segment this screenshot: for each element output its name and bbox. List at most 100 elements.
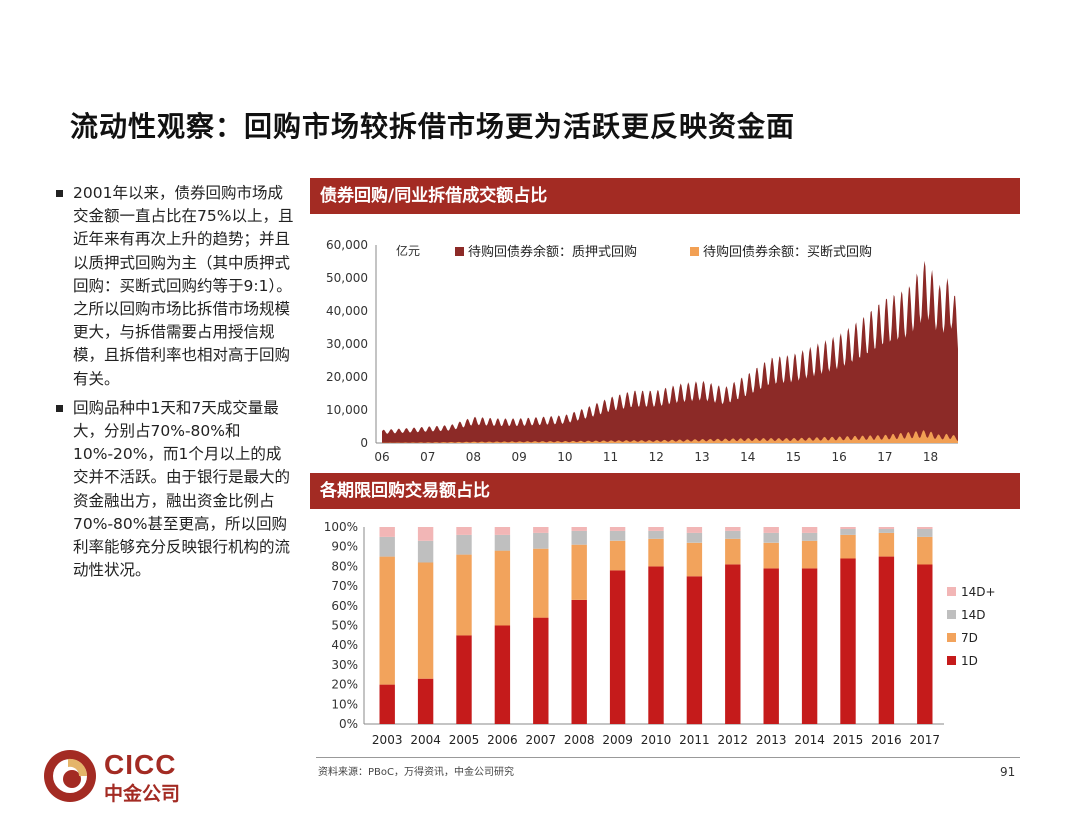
bar-segment-14d bbox=[456, 534, 472, 555]
bar-segment-1d bbox=[379, 684, 395, 724]
y-tick-label: 30,000 bbox=[326, 337, 368, 351]
bar-segment-14d bbox=[648, 530, 664, 539]
bar-segment-14d bbox=[533, 532, 549, 549]
bullet-item: 2001年以来，债券回购市场成交金额一直占比在75%以上，且近年来有再次上升的趋… bbox=[56, 182, 296, 391]
y-tick-label: 70% bbox=[331, 579, 358, 593]
x-tick-label: 2006 bbox=[487, 733, 518, 747]
x-tick-label: 16 bbox=[832, 450, 847, 464]
bullet-square-icon bbox=[56, 404, 63, 412]
bar-segment-7d bbox=[533, 548, 549, 618]
bar-segment-1d bbox=[609, 570, 626, 724]
bar-segment-7d bbox=[840, 534, 856, 559]
y-tick-label: 20% bbox=[331, 678, 358, 692]
bar-segment-14dplus bbox=[379, 527, 395, 537]
bar-segment-1d bbox=[840, 558, 856, 724]
x-tick-label: 10 bbox=[557, 450, 572, 464]
x-tick-label: 2004 bbox=[410, 733, 441, 747]
bar-segment-7d bbox=[379, 556, 395, 685]
bullet-list: 2001年以来，债券回购市场成交金额一直占比在75%以上，且近年来有再次上升的趋… bbox=[56, 182, 296, 588]
cicc-logo-icon bbox=[44, 750, 96, 802]
bar-segment-14dplus bbox=[763, 527, 779, 533]
bar-segment-1d bbox=[878, 556, 895, 724]
legend-label: 14D bbox=[961, 608, 986, 622]
x-tick-label: 06 bbox=[374, 450, 389, 464]
legend-label-outright: 待购回债券余额：买断式回购 bbox=[703, 244, 872, 260]
x-tick-label: 2009 bbox=[602, 733, 633, 747]
repo-balance-area-chart: 60,000 50,000 40,000 30,000 20,000 10,000 0 06 0… bbox=[326, 238, 958, 464]
bar-segment-1d bbox=[648, 566, 664, 724]
bar-segment-7d bbox=[494, 550, 511, 626]
bar-segment-14dplus bbox=[494, 527, 511, 535]
legend-swatch-14d bbox=[947, 610, 956, 619]
legend-swatch-14dplus bbox=[947, 587, 956, 596]
bar-segment-7d bbox=[686, 542, 703, 577]
y-tick-label: 60,000 bbox=[326, 238, 368, 252]
bar-segment-14d bbox=[417, 540, 434, 563]
bar-segment-1d bbox=[763, 568, 779, 724]
bar-segment-14dplus bbox=[840, 527, 856, 529]
x-tick-label: 12 bbox=[649, 450, 664, 464]
x-tick-label: 2007 bbox=[526, 733, 557, 747]
legend-swatch-7d bbox=[947, 633, 956, 642]
bar-segment-14d bbox=[494, 534, 511, 551]
bar-segment-14d bbox=[571, 530, 587, 545]
bar-segment-7d bbox=[878, 532, 895, 557]
y-tick-label: 50,000 bbox=[326, 271, 368, 285]
x-tick-label: 18 bbox=[923, 450, 938, 464]
x-tick-label: 15 bbox=[786, 450, 801, 464]
bullet-text: 2001年以来，债券回购市场成交金额一直占比在75%以上，且近年来有再次上升的趋… bbox=[73, 184, 294, 388]
bullet-item: 回购品种中1天和7天成交量最大，分别占70%-80%和10%-20%，而1个月以… bbox=[56, 397, 296, 583]
bar-segment-14d bbox=[725, 530, 741, 539]
x-tick-label: 11 bbox=[603, 450, 618, 464]
legend-label: 7D bbox=[961, 631, 978, 645]
chart2-title: 各期限回购交易额占比 bbox=[310, 473, 1020, 509]
bar-segment-7d bbox=[801, 540, 818, 569]
legend-swatch-outright bbox=[690, 247, 699, 256]
x-tick-label: 2011 bbox=[679, 733, 710, 747]
bar-segment-14dplus bbox=[571, 527, 587, 531]
bar-segment-7d bbox=[648, 538, 664, 567]
x-tick-label: 09 bbox=[512, 450, 527, 464]
x-tick-label: 2010 bbox=[641, 733, 672, 747]
bar-segment-14d bbox=[609, 530, 626, 541]
bar-segment-1d bbox=[725, 564, 741, 724]
legend-swatch-pledged bbox=[455, 247, 464, 256]
bar-segment-7d bbox=[417, 562, 434, 679]
bar-segment-14d bbox=[801, 532, 818, 541]
bar-segment-14d bbox=[878, 529, 895, 533]
bar-segment-14dplus bbox=[725, 527, 741, 531]
series-area-pledged-repo bbox=[382, 260, 958, 443]
bar-segment-7d bbox=[456, 554, 472, 636]
x-tick-label: 2012 bbox=[718, 733, 749, 747]
bar-segment-14dplus bbox=[609, 527, 626, 531]
bar-segment-1d bbox=[533, 617, 549, 724]
bar-segment-14dplus bbox=[686, 527, 703, 533]
bar-segment-14dplus bbox=[417, 527, 434, 541]
x-tick-label: 2014 bbox=[794, 733, 825, 747]
bar-segment-1d bbox=[801, 568, 818, 724]
bar-segment-14d bbox=[763, 532, 779, 543]
bar-segment-1d bbox=[571, 599, 587, 724]
bullet-square-icon bbox=[56, 190, 63, 197]
x-tick-label: 2003 bbox=[372, 733, 403, 747]
y-tick-label: 90% bbox=[331, 540, 358, 554]
x-tick-label: 2005 bbox=[449, 733, 480, 747]
y-tick-label: 10% bbox=[331, 697, 358, 711]
repo-tenor-stacked-bar-chart: 100% 90% 80% 70% 60% 50% 40% 30% 20% 10% 0% 2003 200… bbox=[324, 520, 996, 747]
bar-segment-7d bbox=[609, 540, 626, 571]
y-tick-label: 10,000 bbox=[326, 403, 368, 417]
bar-segment-1d bbox=[417, 678, 434, 724]
bar-segment-14d bbox=[840, 529, 856, 535]
bar-segment-1d bbox=[494, 625, 511, 724]
y-tick-label: 40,000 bbox=[326, 304, 368, 318]
bar-segment-7d bbox=[725, 538, 741, 565]
y-tick-label: 0 bbox=[360, 436, 368, 450]
bar-segment-14d bbox=[917, 529, 933, 537]
bar-segment-7d bbox=[763, 542, 779, 569]
x-tick-label: 2015 bbox=[833, 733, 864, 747]
bar-segment-7d bbox=[917, 536, 933, 565]
x-tick-label: 08 bbox=[466, 450, 481, 464]
y-tick-label: 40% bbox=[331, 638, 358, 652]
legend-label-pledged: 待购回债券余额：质押式回购 bbox=[468, 244, 637, 260]
x-tick-label: 14 bbox=[740, 450, 755, 464]
